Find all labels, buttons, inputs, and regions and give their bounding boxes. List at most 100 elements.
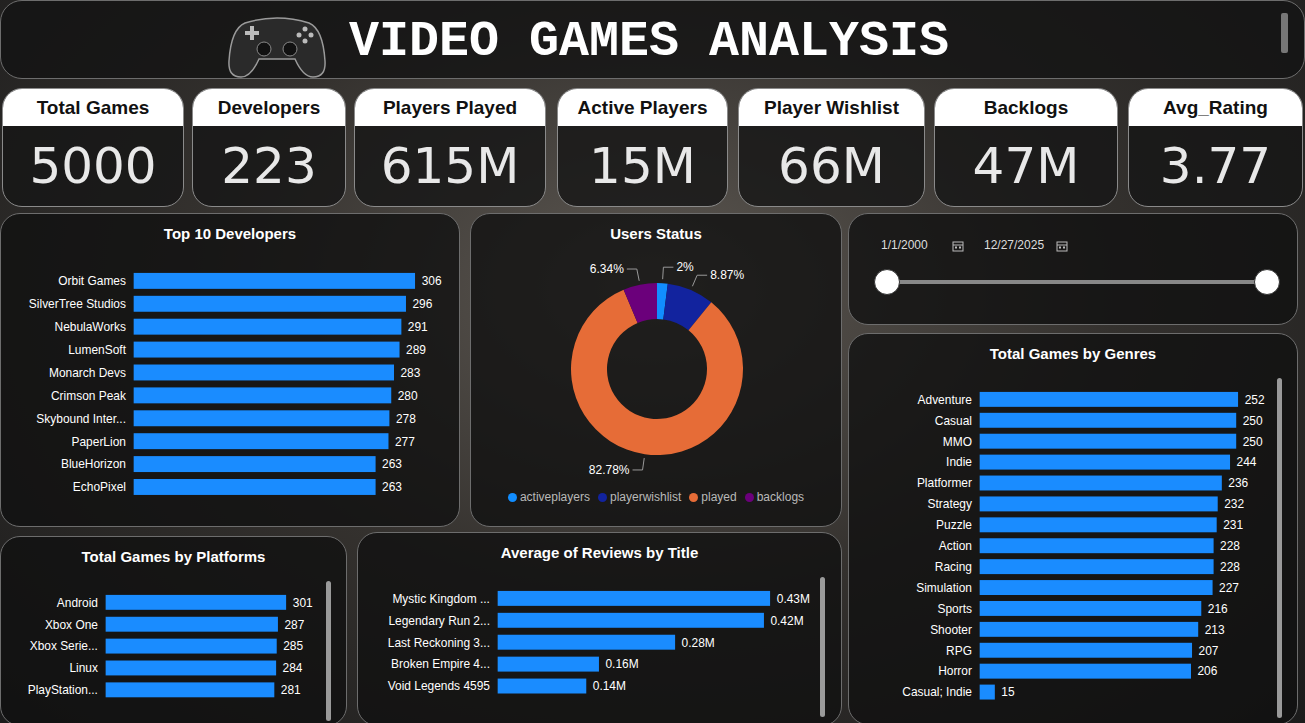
html-text:Top 10 Developers: Top 10 Developers — [163, 225, 297, 242]
svg-text:Indie: Indie — [946, 455, 972, 469]
svg-text:82.78%: 82.78% — [589, 463, 630, 477]
html-text:Active Players: Active Players — [577, 97, 708, 118]
html-text:Player Wishlist: Player Wishlist — [764, 97, 899, 118]
svg-text:2%: 2% — [676, 260, 694, 274]
svg-text:228: 228 — [1220, 539, 1240, 553]
svg-text:0.14M: 0.14M — [593, 679, 626, 693]
svg-text:Shooter: Shooter — [930, 623, 972, 637]
html-text:Average of Reviews by Title: Average of Reviews by Title — [500, 544, 699, 561]
svg-text:0.16M: 0.16M — [605, 657, 638, 671]
html-text:Total Games by Genres: Total Games by Genres — [989, 345, 1157, 362]
svg-text:236: 236 — [1228, 476, 1248, 490]
html-text:3.77: 3.77 — [1159, 137, 1272, 195]
svg-text:Android: Android — [57, 596, 98, 610]
svg-text:Orbit Games: Orbit Games — [58, 274, 126, 288]
svg-text:281: 281 — [281, 683, 301, 697]
html-text:backlogs: backlogs — [756, 490, 805, 504]
svg-text:278: 278 — [396, 412, 416, 426]
svg-text:232: 232 — [1224, 497, 1244, 511]
html-text:1/1/2000: 1/1/2000 — [881, 238, 928, 252]
svg-text:213: 213 — [1205, 623, 1225, 637]
html-text:Developers: Developers — [217, 97, 321, 118]
svg-text:Casual; Indie: Casual; Indie — [902, 685, 972, 699]
svg-text:Mystic Kingdom ...: Mystic Kingdom ... — [392, 592, 490, 606]
html-text:615M: 615M — [380, 137, 520, 195]
svg-text:Skybound Inter...: Skybound Inter... — [36, 412, 126, 426]
html-text:15M: 15M — [589, 137, 696, 195]
html-text:activeplayers: activeplayers — [519, 490, 590, 504]
html-text:Backlogs: Backlogs — [983, 97, 1069, 118]
svg-text:228: 228 — [1220, 560, 1240, 574]
svg-text:Void Legends 4595: Void Legends 4595 — [388, 679, 491, 693]
svg-text:250: 250 — [1243, 414, 1263, 428]
svg-text:Broken Empire 4...: Broken Empire 4... — [391, 657, 490, 671]
html-text:Avg_Rating: Avg_Rating — [1163, 97, 1268, 118]
svg-text:0.28M: 0.28M — [682, 636, 715, 650]
svg-text:227: 227 — [1219, 581, 1239, 595]
svg-text:250: 250 — [1243, 435, 1263, 449]
svg-text:15: 15 — [1001, 685, 1015, 699]
svg-text:RPG: RPG — [946, 644, 972, 658]
svg-text:263: 263 — [382, 480, 402, 494]
svg-text:Xbox One: Xbox One — [45, 618, 98, 632]
svg-text:Crimson Peak: Crimson Peak — [51, 389, 126, 403]
html-text:47M: 47M — [972, 137, 1080, 195]
svg-text:LumenSoft: LumenSoft — [68, 343, 126, 357]
svg-text:Simulation: Simulation — [916, 581, 972, 595]
svg-text:Horror: Horror — [938, 664, 972, 678]
svg-text:Monarch Devs: Monarch Devs — [49, 366, 126, 380]
svg-text:306: 306 — [422, 274, 442, 288]
html-text:Total Games: Total Games — [36, 97, 150, 118]
svg-text:Last Reckoning 3...: Last Reckoning 3... — [388, 636, 490, 650]
svg-text:Casual: Casual — [935, 414, 972, 428]
html-text:66M: 66M — [778, 137, 885, 195]
svg-text:Racing: Racing — [935, 560, 972, 574]
svg-text:Platformer: Platformer — [917, 476, 972, 490]
svg-text:PaperLion: PaperLion — [72, 434, 126, 448]
html-text:playerwishlist: playerwishlist — [610, 490, 682, 504]
svg-text:MMO: MMO — [943, 435, 972, 449]
svg-text:289: 289 — [406, 343, 426, 357]
svg-text:285: 285 — [283, 639, 303, 653]
svg-text:Xbox Serie...: Xbox Serie... — [30, 639, 98, 653]
svg-text:Legendary Run 2...: Legendary Run 2... — [388, 614, 490, 628]
html-text:Users Status: Users Status — [610, 225, 702, 242]
svg-text:283: 283 — [400, 366, 420, 380]
html-text:Players Played: Players Played — [382, 97, 518, 118]
svg-text:301: 301 — [293, 596, 313, 610]
svg-text:277: 277 — [395, 434, 415, 448]
html-text:5000: 5000 — [29, 137, 157, 195]
svg-text:SilverTree Studios: SilverTree Studios — [29, 297, 126, 311]
html-text:223: 223 — [221, 137, 317, 195]
svg-text:284: 284 — [283, 661, 303, 675]
svg-text:280: 280 — [398, 389, 418, 403]
svg-text:Puzzle: Puzzle — [936, 518, 972, 532]
html-text:12/27/2025: 12/27/2025 — [984, 238, 1045, 252]
svg-text:0.42M: 0.42M — [770, 614, 803, 628]
svg-text:NebulaWorks: NebulaWorks — [55, 320, 126, 334]
svg-text:EchoPixel: EchoPixel — [73, 480, 126, 494]
svg-text:PlayStation...: PlayStation... — [28, 683, 98, 697]
svg-text:216: 216 — [1208, 602, 1228, 616]
svg-text:Adventure: Adventure — [918, 393, 973, 407]
svg-text:Strategy: Strategy — [927, 497, 971, 511]
svg-text:8.87%: 8.87% — [710, 268, 744, 282]
svg-text:244: 244 — [1237, 455, 1257, 469]
svg-text:207: 207 — [1199, 644, 1219, 658]
svg-text:Sports: Sports — [937, 602, 972, 616]
svg-text:231: 231 — [1223, 518, 1243, 532]
svg-text:252: 252 — [1245, 393, 1265, 407]
html-text:played: played — [701, 490, 737, 504]
svg-text:0.43M: 0.43M — [777, 592, 810, 606]
svg-text:291: 291 — [408, 320, 428, 334]
svg-text:206: 206 — [1197, 664, 1217, 678]
html-text:Total Games by Platforms: Total Games by Platforms — [81, 548, 266, 565]
svg-text:Linux: Linux — [69, 661, 98, 675]
svg-text:BlueHorizon: BlueHorizon — [61, 457, 126, 471]
svg-text:Action: Action — [939, 539, 972, 553]
svg-text:287: 287 — [284, 618, 304, 632]
svg-text:263: 263 — [382, 457, 402, 471]
svg-text:296: 296 — [412, 297, 432, 311]
html-text:VIDEO GAMES ANALYSIS: VIDEO GAMES ANALYSIS — [349, 13, 950, 70]
svg-text:6.34%: 6.34% — [590, 262, 624, 276]
